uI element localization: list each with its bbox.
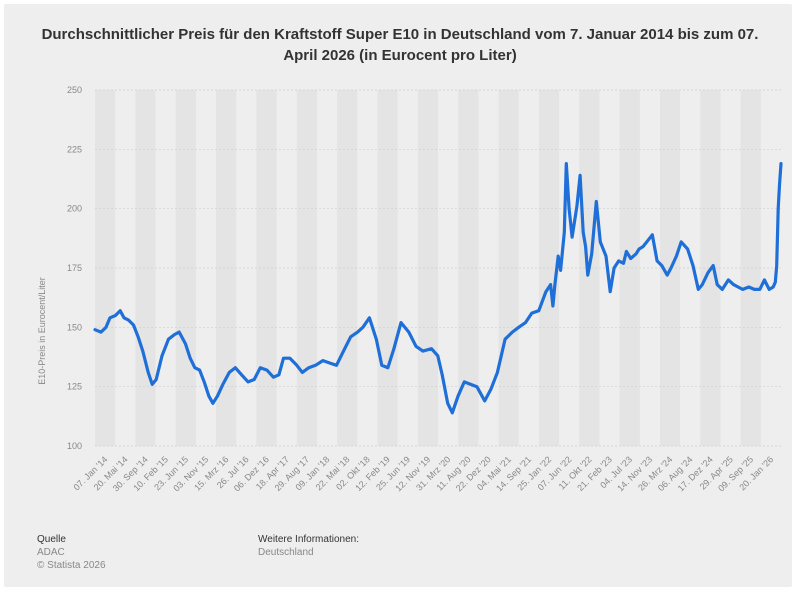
background-band xyxy=(740,90,761,446)
y-tick-label: 100 xyxy=(67,441,82,451)
info-value[interactable]: Deutschland xyxy=(258,547,314,558)
chart-title: Durchschnittlicher Preis für den Kraftst… xyxy=(41,26,759,64)
source-line-2: © Statista 2026 xyxy=(37,560,106,571)
y-tick-label: 175 xyxy=(67,263,82,273)
y-tick-label: 250 xyxy=(67,85,82,95)
background-band xyxy=(296,90,317,446)
y-axis-label: E10-Preis in Eurocent/Liter xyxy=(37,277,47,385)
background-band xyxy=(216,90,237,446)
y-tick-label: 125 xyxy=(67,382,82,392)
info-label: Weitere Informationen: xyxy=(258,534,359,545)
y-tick-label: 150 xyxy=(67,322,82,332)
y-tick-label: 225 xyxy=(67,144,82,154)
source-block: Quelle ADAC © Statista 2026 xyxy=(37,533,106,572)
y-tick-label: 200 xyxy=(67,204,82,214)
background-band xyxy=(135,90,156,446)
series-line xyxy=(93,162,783,415)
info-block: Weitere Informationen: Deutschland xyxy=(258,533,359,559)
background-band xyxy=(619,90,640,446)
source-line-1: ADAC xyxy=(37,547,65,558)
background-band xyxy=(95,90,116,446)
background-band xyxy=(256,90,277,446)
source-label: Quelle xyxy=(37,534,66,545)
y-axis-ticks: 100 125 150 175 200 225 250 xyxy=(67,85,82,451)
